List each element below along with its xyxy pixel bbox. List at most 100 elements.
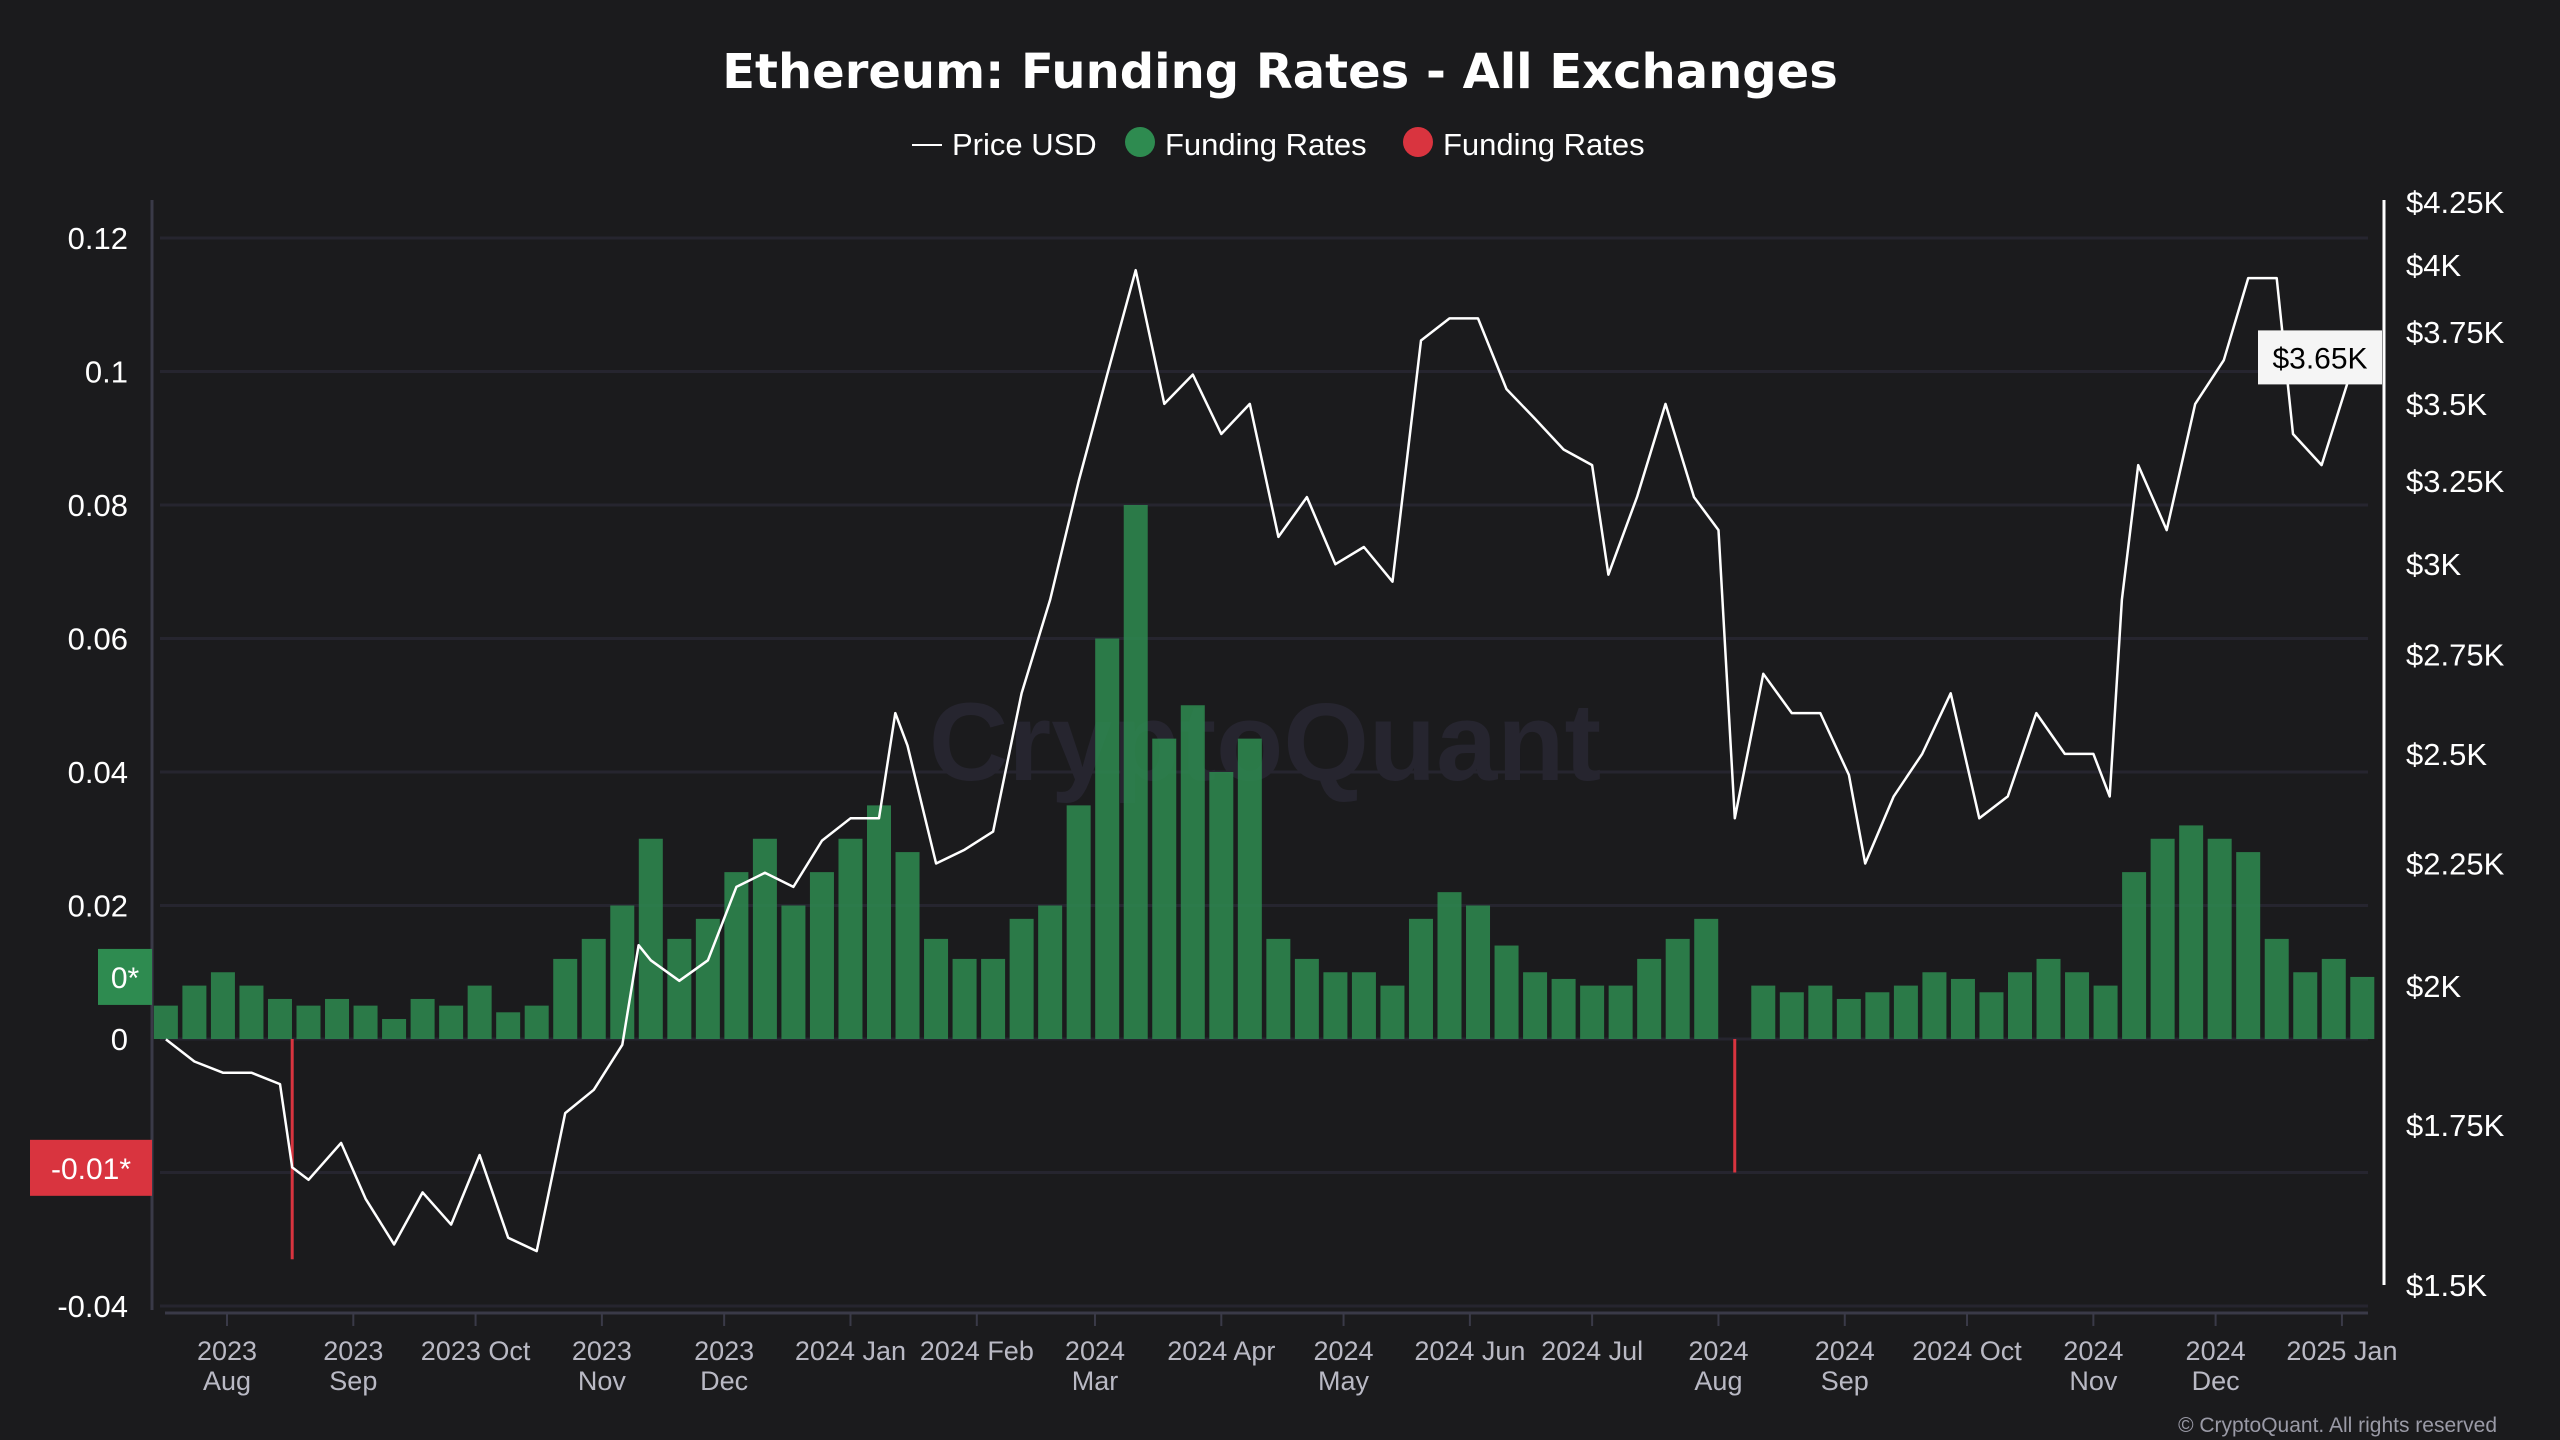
funding-bar-positive (410, 998, 435, 1039)
funding-bar-positive (1779, 992, 1804, 1039)
funding-bar-positive (2293, 972, 2318, 1039)
funding-bar-positive (2008, 972, 2032, 1039)
funding-bar-positive (1351, 972, 1376, 1039)
funding-bar-positive (496, 1012, 521, 1039)
funding-bars (153, 505, 2375, 1260)
right-tick-label: $2.75K (2406, 638, 2505, 673)
x-tick-label: 2024 Feb (920, 1336, 1034, 1366)
funding-bar-positive (1237, 738, 1262, 1039)
x-tick-label: Nov (578, 1366, 627, 1396)
right-tick-label: $1.5K (2406, 1268, 2487, 1303)
last-value-badges: 0* -0.01* $3.65K (30, 330, 2382, 1196)
funding-bar-positive (2036, 958, 2061, 1039)
x-tick-label: 2023 (572, 1336, 632, 1366)
funding-bar-positive (1922, 972, 1947, 1039)
left-tick-label: 0.1 (85, 355, 128, 390)
funding-bar-positive (952, 958, 977, 1039)
x-tick-label: 2023 (197, 1336, 257, 1366)
funding-bar-positive (1123, 505, 1148, 1039)
funding-bar-positive (2264, 938, 2289, 1039)
x-tick-label: 2024 Jun (1414, 1336, 1525, 1366)
funding-bar-positive (1437, 892, 1462, 1039)
price-line (165, 268, 2364, 1253)
legend-item[interactable]: Price USD (912, 127, 1097, 162)
x-tick-label: 2024 (1314, 1336, 1374, 1366)
funding-bar-positive (895, 852, 920, 1039)
legend-item[interactable]: Funding Rates (1403, 127, 1645, 162)
left-tick-label: 0 (111, 1022, 128, 1057)
right-tick-label: $4K (2406, 248, 2461, 283)
funding-bar-positive (1009, 918, 1034, 1039)
x-tick-label: Mar (1072, 1366, 1119, 1396)
funding-bar-positive (1323, 972, 1348, 1039)
value-badge-text: 0* (111, 962, 140, 995)
funding-bar-positive (1893, 985, 1918, 1039)
funding-bar-positive (838, 838, 863, 1039)
x-tick-label: 2024 Oct (1912, 1336, 2022, 1366)
x-tick-label: Nov (2069, 1366, 2118, 1396)
funding-bar-negative (1733, 1039, 1737, 1173)
value-badge (98, 948, 152, 1005)
legend-label: Funding Rates (1443, 127, 1645, 162)
left-tick-label: 0.12 (68, 221, 128, 256)
left-tick-label: -0.04 (57, 1289, 128, 1324)
funding-bar-positive (382, 1018, 407, 1039)
legend-item[interactable]: Funding Rates (1125, 127, 1367, 162)
funding-bar-positive (981, 958, 1006, 1039)
funding-bar-positive (1865, 992, 1890, 1039)
x-tick-label: Sep (1821, 1366, 1869, 1396)
funding-bar-positive (1694, 918, 1719, 1039)
legend-dot-icon (1403, 127, 1433, 157)
x-tick-label: 2024 (1688, 1336, 1748, 1366)
funding-bar-positive (867, 805, 891, 1039)
legend-dot-icon (1125, 127, 1155, 157)
funding-bar-positive (581, 938, 606, 1039)
x-tick-label: 2023 (694, 1336, 754, 1366)
funding-bar-positive (1180, 705, 1205, 1039)
funding-bar-positive (1523, 972, 1548, 1039)
funding-bar-positive (1979, 992, 2004, 1039)
right-tick-label: $3.5K (2406, 387, 2487, 422)
funding-bar-positive (2350, 976, 2375, 1039)
funding-bar-positive (267, 998, 292, 1039)
x-tick-label: 2024 (1065, 1336, 1125, 1366)
x-tick-label: Aug (203, 1366, 251, 1396)
right-tick-label: $3.25K (2406, 464, 2505, 499)
left-tick-label: 0.06 (68, 622, 128, 657)
legend-label: Price USD (952, 127, 1097, 162)
funding-bar-positive (2150, 838, 2175, 1039)
funding-bar-positive (638, 838, 663, 1039)
funding-bar-positive (1095, 638, 1120, 1039)
gridlines (160, 236, 2368, 1308)
funding-bar-positive (1494, 945, 1519, 1039)
funding-bar-positive (296, 1005, 321, 1039)
funding-bar-positive (1152, 738, 1177, 1039)
x-tick-label: Aug (1694, 1366, 1742, 1396)
legend[interactable]: Price USD Funding Rates Funding Rates (912, 127, 1645, 162)
right-tick-label: $2.25K (2406, 846, 2505, 881)
funding-bar-positive (439, 1005, 464, 1039)
funding-bar-positive (182, 985, 207, 1039)
funding-bar-positive (2065, 972, 2090, 1039)
x-tick-label: May (1318, 1366, 1370, 1396)
right-tick-label: $1.75K (2406, 1108, 2505, 1143)
x-tick-label: Sep (329, 1366, 377, 1396)
watermark: CryptoQuant (929, 681, 1601, 804)
funding-bar-positive (2321, 958, 2346, 1039)
funding-bar-positive (781, 905, 806, 1039)
x-tick-label: 2023 (323, 1336, 383, 1366)
funding-bar-positive (210, 972, 235, 1039)
x-tick-label: Dec (700, 1366, 748, 1396)
funding-bar-positive (1294, 958, 1319, 1039)
funding-bar-positive (752, 838, 777, 1039)
funding-bar-positive (1751, 985, 1776, 1039)
x-tick-label: 2024 (2186, 1336, 2246, 1366)
funding-bar-positive (1209, 772, 1234, 1039)
funding-bar-positive (809, 872, 834, 1039)
x-tick-label: 2024 Apr (1167, 1336, 1275, 1366)
price-line-group (165, 268, 2364, 1253)
price-badge-text: $3.65K (2272, 342, 2367, 375)
funding-bar-positive (1038, 905, 1063, 1039)
funding-bar-positive (467, 985, 492, 1039)
